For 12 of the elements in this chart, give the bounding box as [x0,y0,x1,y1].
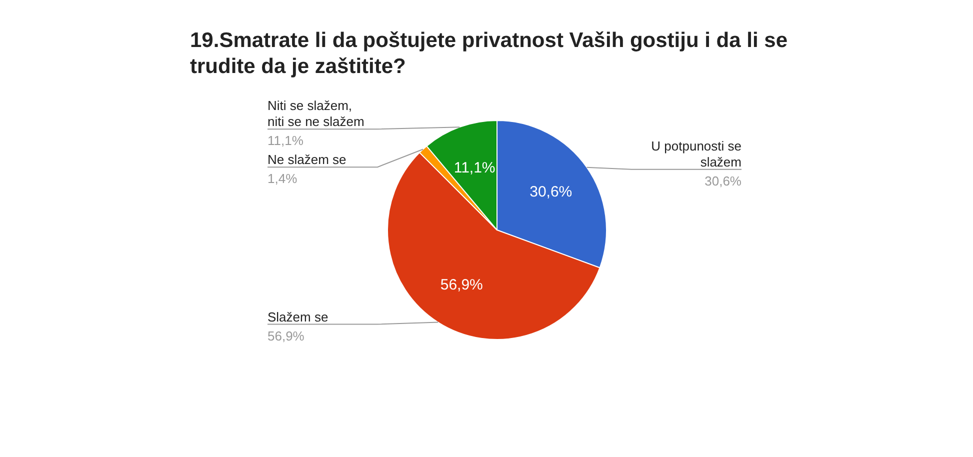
text: 11,1% [268,133,304,148]
text: 30,6% [704,173,742,188]
text: 56,9% [268,328,304,344]
slice-label: Ne slažem se [268,152,346,168]
data-label: 1,4% [268,171,298,186]
data-label: 30,6% [530,184,572,201]
chart-title: 19.Smatrate li da poštujete privatnost Vaših gostiju i da li se trudite da je zaštitite? [190,28,789,80]
slice-label: U potpunosti se slažem [651,138,742,170]
data-label: 56,9% [440,276,483,294]
slice-label: Niti se slažem, niti se ne slažem [268,98,364,130]
slice-label: Slažem se [268,309,328,324]
data-label: 11,1% [454,159,496,176]
